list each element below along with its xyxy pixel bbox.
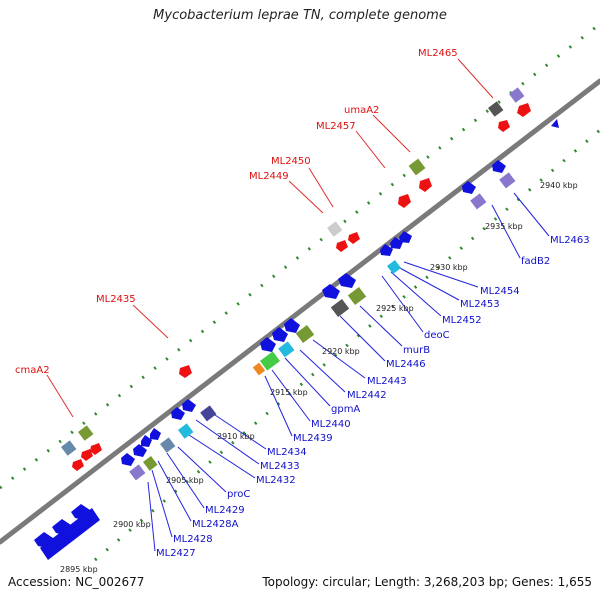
reverse-guide-line [94,128,600,562]
tick-label: 2940 kbp [540,181,578,190]
forward-leader-lines [46,58,494,418]
gene-ml2454-arrow [380,244,393,256]
label-ml2450: ML2450 [271,156,311,167]
reverse-leader-lines [147,192,550,552]
tick-label: 2905 kbp [166,476,204,485]
gene-ml2452-arrow [399,231,412,243]
label-proc: proC [227,489,250,500]
gene-ml2423-block [40,508,100,560]
label-ml2427: ML2427 [156,548,196,559]
forward-genes [60,87,531,471]
gene-umaa2-block [408,158,426,176]
gene-ml2464-arrow [498,120,510,132]
label-ml2453: ML2453 [460,299,500,310]
label-deoc: deoC [424,330,450,341]
gene-ml2435-arrow [179,365,192,378]
label-murb: murB [403,345,430,356]
label-ml2465: ML2465 [418,48,458,59]
gene-ml2449-arrow [336,240,348,252]
tick-label: 2935 kbp [485,222,523,231]
label-ml2439: ML2439 [293,433,333,444]
gene-ml2428a-arrow [150,428,161,440]
gene-ml2429-arrow [141,435,152,447]
gene-ml2443-arrow [260,337,276,352]
label-ml2446: ML2446 [386,359,426,370]
label-ml2432: ML2432 [256,475,296,486]
reverse-genes [34,119,559,560]
gene-umaa2-arrow [419,178,432,192]
label-ml2428: ML2428 [173,534,213,545]
label-ml2442: ML2442 [347,390,387,401]
gene-fadb2-block [470,193,487,210]
label-ml2429: ML2429 [205,505,245,516]
gene-ml2450-arrow [348,232,360,244]
accession-text: Accession: NC_002677 [8,575,145,589]
gene-ml2427-block [129,464,146,481]
gene-ml2440-block [295,324,315,344]
tick-label: 2900 kbp [113,520,151,529]
gene-ml2465-arrow [517,103,531,117]
gene-ml2446-block2 [347,286,367,306]
gene-cmaa2-block2 [60,440,77,456]
gene-ml2457-arrow [398,194,411,208]
forward-gene-labels: ML2465 umaA2 ML2457 ML2450 ML2449 ML2435… [15,48,458,376]
label-ml2435: ML2435 [96,294,136,305]
tick-labels: 2895 kbp 2900 kbp 2905 kbp 2910 kbp 2915 kbp… [60,181,578,574]
gene-ml2427-block2 [142,455,158,471]
gene-ml2465-block [487,101,504,117]
gene-cmaa2-arrow2 [90,443,102,455]
tick-label: 2895 kbp [60,565,98,574]
label-ml2443: ML2443 [367,376,407,387]
gene-ml2446-arrow [338,273,356,288]
label-ml2449: ML2449 [249,171,289,182]
tick-label: 2920 kbp [322,347,360,356]
label-ml2433: ML2433 [260,461,300,472]
tick-label: 2930 kbp [430,263,468,272]
label-ml2428a: ML2428A [192,519,239,530]
label-ml2440: ML2440 [311,419,351,430]
gene-proc-block [177,423,194,439]
gene-ml2439-block [260,351,280,371]
genome-title: Mycobacterium leprae TN, complete genome [153,8,447,23]
label-ml2434: ML2434 [267,447,307,458]
tick-label: 2910 kbp [217,432,255,441]
genome-backbone [0,78,600,545]
label-ml2452: ML2452 [442,315,482,326]
genome-summary-text: Topology: circular; Length: 3,268,203 bp… [262,575,592,589]
label-gpma: gpmA [331,404,360,415]
gene-ml2432-block [200,405,217,422]
gene-gpma-arrow [284,318,300,333]
gene-ml2427-arrow [133,444,147,457]
label-ml2463: ML2463 [550,235,590,246]
gene-ml2428-block [159,437,176,453]
gene-ml2468-arrow [551,119,559,128]
gene-ml2433-arrow [182,399,196,412]
gene-ml2466-block [508,87,525,103]
reverse-gene-labels: ML2463 fadB2 ML2454 ML2453 ML2452 deoC m… [156,235,590,559]
gene-ml2431-arrow [72,459,84,471]
gene-ml2442-arrow [272,327,288,342]
gene-deoc-block [386,259,402,275]
gene-ml2450-block [326,221,343,237]
label-ml2454: ML2454 [480,286,520,297]
gene-ml2439-block2 [252,362,266,376]
gene-ml2446-block [330,298,350,318]
label-cmaa2: cmaA2 [15,365,50,376]
label-ml2457: ML2457 [316,121,356,132]
tick-label: 2915 kbp [270,388,308,397]
gene-fadb2-arrow [462,181,476,194]
label-umaa2: umaA2 [344,105,379,116]
gene-murb-arrow [322,284,340,299]
gene-ml2463-arrow [492,160,506,173]
label-fadb2: fadB2 [521,256,550,267]
gene-cmaa2-block [77,425,94,441]
gene-ml2440-block2 [278,341,295,358]
tick-label: 2925 kbp [376,304,414,313]
gene-ml2434-arrow [171,407,185,420]
gene-cmaa2-arrow [81,449,93,461]
gene-ml2463-block [499,172,516,189]
gene-ml2428-arrow [121,453,135,466]
